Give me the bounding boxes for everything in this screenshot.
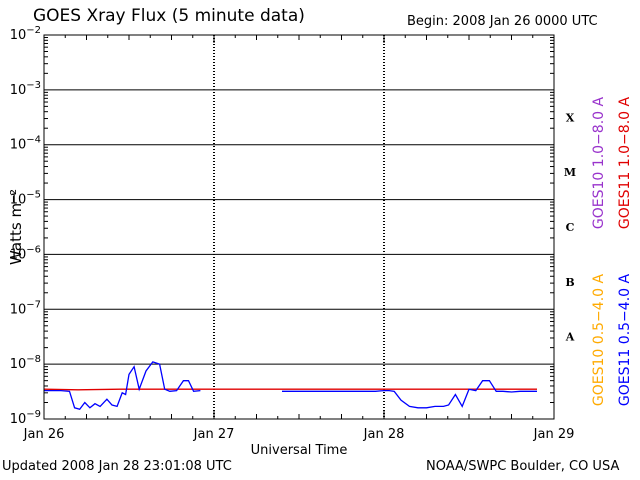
y-tick-exponent: −2 xyxy=(26,25,41,36)
tick-layer xyxy=(43,35,555,419)
y-tick-exponent: −9 xyxy=(26,409,41,420)
y-tick-base: 10 xyxy=(10,412,27,427)
y-tick-base: 10 xyxy=(10,357,27,372)
begin-time: Begin: 2008 Jan 26 0000 UTC xyxy=(407,14,598,29)
x-tick-label: Jan 27 xyxy=(193,427,235,442)
x-tick-label: Jan 26 xyxy=(23,427,65,442)
y-tick-label: 10−8 xyxy=(10,354,41,372)
y-tick-base: 10 xyxy=(10,83,27,98)
x-tick-label: Jan 28 xyxy=(363,427,405,442)
y-tick-exponent: −6 xyxy=(26,244,41,255)
chart-title: GOES Xray Flux (5 minute data) xyxy=(33,6,305,26)
flare-class-label: C xyxy=(566,221,575,234)
y-tick-exponent: −8 xyxy=(26,354,41,365)
y-tick-label: 10−6 xyxy=(10,244,41,262)
flare-class-label: X xyxy=(566,111,575,124)
y-tick-exponent: −7 xyxy=(26,299,41,310)
legend-entry: GOES10 1.0−8.0 A xyxy=(591,97,607,230)
y-tick-base: 10 xyxy=(10,247,27,262)
flare-class-label: M xyxy=(564,166,576,179)
y-tick-base: 10 xyxy=(10,302,27,317)
y-tick-base: 10 xyxy=(10,193,27,208)
x-axis-label: Universal Time xyxy=(251,443,348,458)
y-tick-exponent: −3 xyxy=(26,80,41,91)
series-line xyxy=(44,361,537,411)
updated-timestamp: Updated 2008 Jan 28 23:01:08 UTC xyxy=(2,459,232,474)
x-tick-label: Jan 29 xyxy=(533,427,575,442)
y-tick-exponent: −4 xyxy=(26,135,41,146)
legend-entry: GOES10 0.5−4.0 A xyxy=(591,274,607,407)
grid-layer xyxy=(44,35,554,419)
credit-text: NOAA/SWPC Boulder, CO USA xyxy=(426,459,620,474)
y-tick-exponent: −5 xyxy=(26,190,41,201)
legend-entry: GOES11 1.0−8.0 A xyxy=(617,97,633,230)
flare-class-label: A xyxy=(565,331,575,344)
data-layer xyxy=(43,361,537,411)
series-line xyxy=(43,388,537,391)
y-tick-label: 10−4 xyxy=(10,135,41,153)
flare-class-label: B xyxy=(565,276,574,289)
y-tick-label: 10−5 xyxy=(10,190,41,208)
y-tick-label: 10−7 xyxy=(10,299,41,317)
plot-frame xyxy=(43,34,555,420)
legend-entry: GOES11 0.5−4.0 A xyxy=(617,274,633,407)
y-tick-label: 10−2 xyxy=(10,25,41,43)
y-tick-base: 10 xyxy=(10,28,27,43)
y-tick-base: 10 xyxy=(10,138,27,153)
y-tick-label: 10−9 xyxy=(10,409,41,427)
y-tick-label: 10−3 xyxy=(10,80,41,98)
y-axis-label: Watts m⁻² xyxy=(7,189,25,265)
